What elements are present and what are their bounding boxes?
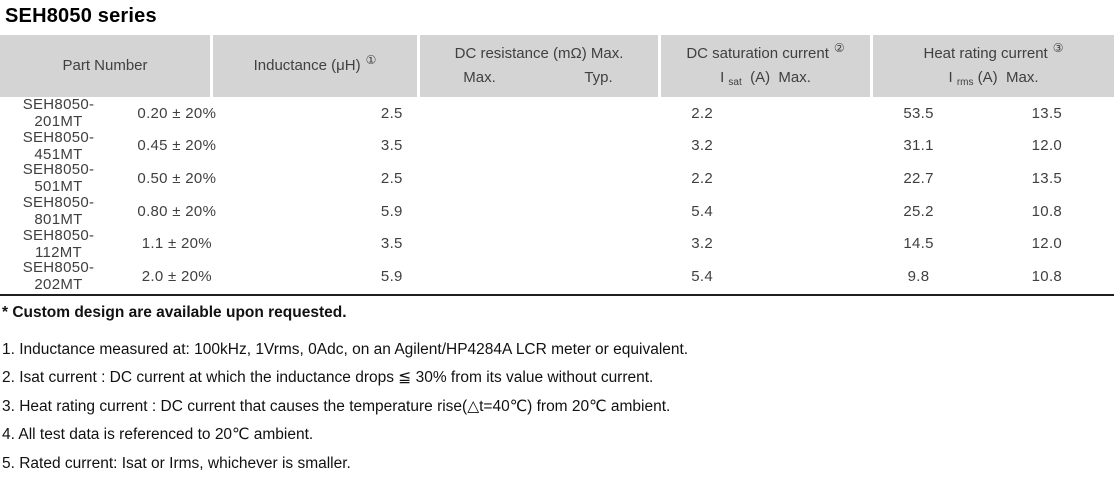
cell-irms: 13.5 bbox=[1031, 169, 1063, 187]
col-header-inductance: Inductance (μH) ① bbox=[213, 35, 417, 97]
cell-part-number: SEH8050-201MT bbox=[22, 96, 95, 131]
cell-dcr-max: 3.5 bbox=[380, 235, 403, 253]
footnote-line: 1. Inductance measured at: 100kHz, 1Vrms… bbox=[2, 340, 689, 358]
cell-dcr-max: 3.5 bbox=[380, 137, 403, 155]
cell-inductance: 0.50 ± 20% bbox=[137, 169, 217, 187]
table-row: SEH8050-451MT 0.45 ± 20% 3.5 3.2 31.1 12… bbox=[0, 128, 1114, 163]
saturation-label: DC saturation current ② bbox=[686, 41, 845, 62]
footnote-line: 3. Heat rating current : DC current that… bbox=[2, 397, 671, 415]
footnote-ref-1: ① bbox=[365, 52, 377, 67]
heat-rating-label: Heat rating current ③ bbox=[923, 41, 1064, 62]
cell-inductance: 1.1 ± 20% bbox=[141, 235, 212, 253]
cell-dcr-typ: 3.2 bbox=[691, 235, 713, 253]
cell-dcr-typ: 2.2 bbox=[691, 104, 713, 122]
footnote-line: 5. Rated current: Isat or Irms, whicheve… bbox=[2, 454, 351, 472]
cell-dc-resistance: 5.9 5.4 bbox=[237, 260, 858, 293]
cell-irms: 10.8 bbox=[1031, 202, 1063, 220]
col-header-heat-rating-current: Heat rating current ③ I rms (A) Max. bbox=[873, 35, 1114, 97]
cell-isat: 53.5 bbox=[903, 104, 934, 122]
cell-inductance: 0.80 ± 20% bbox=[137, 202, 217, 220]
cell-dc-resistance: 5.9 5.4 bbox=[237, 195, 858, 228]
cell-isat: 31.1 bbox=[903, 137, 934, 155]
part-number-label: Part Number bbox=[62, 56, 148, 74]
irms-unit-label: I rms (A) Max. bbox=[948, 68, 1039, 88]
cell-dc-resistance: 3.5 3.2 bbox=[237, 227, 858, 260]
isat-unit-label: I sat (A) Max. bbox=[720, 68, 811, 88]
cell-irms: 13.5 bbox=[1031, 104, 1063, 122]
table-row: SEH8050-112MT 1.1 ± 20% 3.5 3.2 14.5 12.… bbox=[0, 226, 1114, 261]
cell-dcr-typ: 5.4 bbox=[691, 202, 713, 220]
cell-dcr-max: 2.5 bbox=[380, 169, 403, 187]
footnote-ref-2: ② bbox=[833, 41, 845, 55]
dcr-max-label: Max. bbox=[463, 68, 496, 86]
cell-part-number: SEH8050-112MT bbox=[22, 226, 95, 261]
cell-inductance: 0.20 ± 20% bbox=[137, 104, 217, 122]
footnote-line: 2. Isat current : DC current at which th… bbox=[2, 369, 654, 387]
cell-isat: 9.8 bbox=[907, 267, 930, 285]
cell-isat: 14.5 bbox=[903, 235, 934, 253]
footnote-ref-3: ③ bbox=[1052, 41, 1064, 55]
cell-dcr-max: 5.9 bbox=[380, 267, 403, 285]
cell-part-number: SEH8050-501MT bbox=[22, 161, 95, 196]
cell-part-number: SEH8050-451MT bbox=[22, 128, 95, 163]
cell-dc-resistance: 2.5 2.2 bbox=[237, 162, 858, 195]
page-title: SEH8050 series bbox=[5, 5, 157, 27]
col-header-dc-resistance: DC resistance (mΩ) Max. Max. Typ. bbox=[420, 35, 658, 97]
footnote-line: 4. All test data is referenced to 20℃ am… bbox=[2, 426, 314, 444]
cell-dc-resistance: 3.5 3.2 bbox=[237, 130, 858, 163]
cell-inductance: 0.45 ± 20% bbox=[137, 137, 217, 155]
cell-isat: 22.7 bbox=[903, 169, 934, 187]
cell-dcr-max: 2.5 bbox=[380, 104, 403, 122]
cell-isat: 25.2 bbox=[903, 202, 934, 220]
cell-inductance: 2.0 ± 20% bbox=[141, 267, 212, 285]
dc-resistance-sublabels: Max. Typ. bbox=[420, 68, 658, 87]
cell-dcr-max: 5.9 bbox=[380, 202, 403, 220]
custom-design-note: * Custom design are available upon reque… bbox=[2, 303, 347, 321]
col-header-saturation-current: DC saturation current ② I sat (A) Max. bbox=[661, 35, 870, 97]
cell-dc-resistance: 2.5 2.2 bbox=[237, 97, 858, 130]
dcr-typ-label: Typ. bbox=[584, 68, 613, 86]
cell-dcr-typ: 5.4 bbox=[691, 267, 713, 285]
dc-resistance-label: DC resistance (mΩ) Max. bbox=[454, 45, 624, 62]
cell-irms: 12.0 bbox=[1031, 235, 1063, 253]
cell-irms: 10.8 bbox=[1031, 267, 1063, 285]
table-row: SEH8050-801MT 0.80 ± 20% 5.9 5.4 25.2 10… bbox=[0, 194, 1114, 229]
table-row: SEH8050-501MT 0.50 ± 20% 2.5 2.2 22.7 13… bbox=[0, 161, 1114, 196]
table-row: SEH8050-202MT 2.0 ± 20% 5.9 5.4 9.8 10.8 bbox=[0, 259, 1114, 294]
cell-part-number: SEH8050-801MT bbox=[22, 194, 95, 229]
table-header-row: Part Number Inductance (μH) ① DC resistan… bbox=[0, 35, 1114, 97]
spec-table: Part Number Inductance (μH) ① DC resistan… bbox=[0, 35, 1114, 293]
cell-dcr-typ: 2.2 bbox=[691, 169, 713, 187]
col-header-part-number: Part Number bbox=[0, 35, 210, 97]
cell-dcr-typ: 3.2 bbox=[691, 137, 713, 155]
cell-irms: 12.0 bbox=[1031, 137, 1063, 155]
cell-part-number: SEH8050-202MT bbox=[22, 259, 95, 294]
footnotes: 1. Inductance measured at: 100kHz, 1Vrms… bbox=[2, 336, 1114, 479]
table-row: SEH8050-201MT 0.20 ± 20% 2.5 2.2 53.5 13… bbox=[0, 96, 1114, 131]
inductance-label: Inductance (μH) ① bbox=[253, 52, 377, 74]
table-bottom-rule bbox=[0, 293, 1114, 296]
